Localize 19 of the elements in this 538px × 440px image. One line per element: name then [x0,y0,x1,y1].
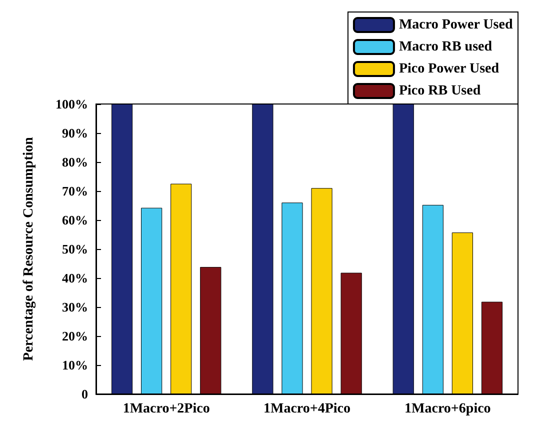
y-tick-label: 30% [62,300,88,314]
legend-label: Pico RB Used [398,84,481,98]
y-tick-label: 20% [62,328,88,344]
y-tick-label: 100% [56,96,88,112]
y-tick-label: 10% [62,358,88,372]
legend-label: Pico Power Used [398,62,500,76]
legend-label: Macro RB used [398,40,492,54]
x-tick-label: 1Macro+2Pico [122,402,210,416]
x-tick-label: 1Macro+6pico [404,402,491,416]
y-tick-label: 90% [62,126,88,140]
y-tick-label: 0 [82,386,88,402]
y-tick-label: 80% [62,154,88,170]
y-tick-label: 70% [62,184,88,198]
y-axis-title: Percentage of Resource Consumption [22,136,36,361]
x-tick-label: 1Macro+4Pico [263,402,351,416]
legend-label: Macro Power Used [398,18,513,32]
y-tick-label: 60% [62,212,88,228]
y-tick-label: 40% [62,270,88,286]
y-tick-label: 50% [62,242,88,256]
